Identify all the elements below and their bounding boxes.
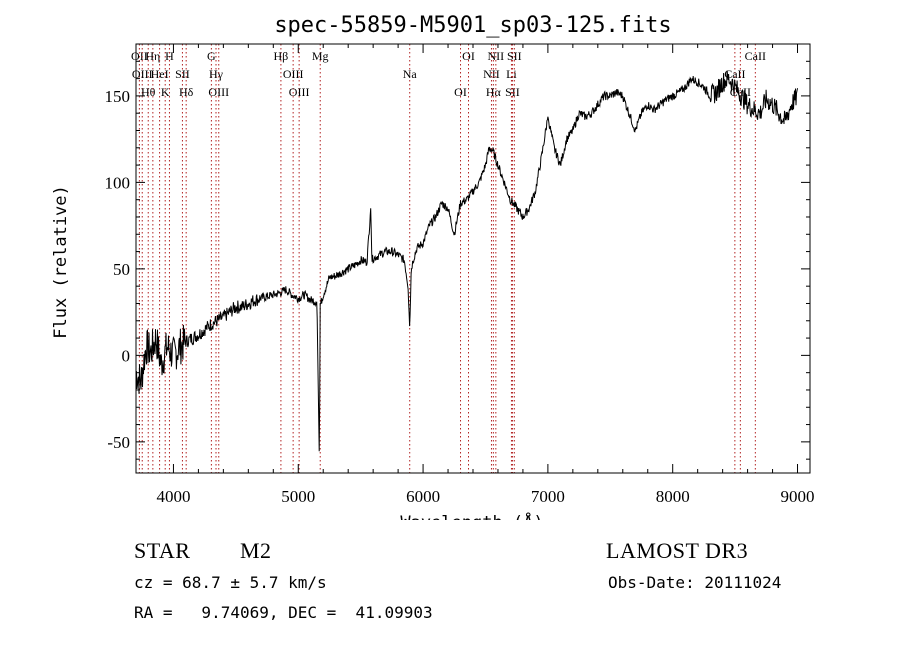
line-marker-label: NII [488, 49, 505, 63]
line-marker-label: CaII [745, 49, 766, 63]
line-marker-label: OII [131, 49, 148, 63]
line-marker-label: HeI [151, 67, 169, 81]
coordinates: RA = 9.74069, DEC = 41.09903 [134, 603, 433, 622]
line-marker-label: Hδ [179, 85, 194, 99]
x-axis-label: Wavelength (Å) [400, 511, 543, 520]
x-tick-label: 8000 [656, 487, 690, 506]
line-marker-label: Mg [312, 49, 329, 63]
line-marker-label: OI [454, 85, 467, 99]
spectrum-line [135, 70, 798, 452]
y-tick-label: -50 [107, 433, 130, 452]
line-marker-label: OIII [208, 85, 229, 99]
line-marker-label: G [207, 49, 216, 63]
line-marker-label: Na [403, 67, 418, 81]
line-marker-label: H [165, 49, 174, 63]
axis-ticks: 4000 5000 6000 7000 8000 9000 -50 0 50 100 150 [105, 44, 815, 506]
plot-frame [135, 43, 811, 474]
chart-title: spec-55859-M5901_sp03-125.fits [274, 13, 671, 38]
spectrum-chart: spec-55859-M5901_sp03-125.fits OII OIII Hθ… [51, 13, 815, 520]
line-marker-label: Li [506, 67, 517, 81]
line-marker-label: SII [507, 49, 522, 63]
line-marker-label: OI [462, 49, 475, 63]
object-class: STAR [134, 538, 191, 563]
line-marker-label: NII [483, 67, 500, 81]
line-marker-label: Hβ [274, 49, 289, 63]
y-tick-label: 0 [122, 346, 131, 365]
line-marker-label: Hα [486, 85, 502, 99]
line-markers: OIIOIIIHθHηHeIKHSIIHδGHγOIIIHβOIIIOIIIMg… [131, 44, 766, 473]
line-marker-label: Hθ [141, 85, 156, 99]
redshift-text: cz = 68.7 ± 5.7 km/s [134, 573, 327, 592]
line-marker-label: SII [175, 67, 190, 81]
x-tick-label: 4000 [156, 487, 190, 506]
survey-name: LAMOST DR3 [606, 538, 749, 563]
line-marker-label: OIII [132, 67, 153, 81]
y-tick-label: 50 [113, 260, 130, 279]
object-subclass: M2 [240, 538, 272, 563]
x-tick-label: 5000 [281, 487, 315, 506]
obs-date: Obs-Date: 20111024 [608, 573, 782, 592]
y-tick-label: 150 [105, 87, 131, 106]
x-tick-label: 9000 [781, 487, 815, 506]
x-tick-label: 6000 [406, 487, 440, 506]
line-marker-label: K [161, 85, 170, 99]
spectrum-series [135, 70, 798, 452]
line-marker-label: Hη [145, 49, 160, 63]
line-marker-label: OIII [289, 85, 310, 99]
line-marker-label: OIII [283, 67, 304, 81]
y-axis-label: Flux (relative) [51, 185, 71, 339]
x-tick-label: 7000 [531, 487, 565, 506]
y-tick-label: 100 [105, 173, 131, 192]
line-marker-label: SII [505, 85, 520, 99]
line-marker-label: Hγ [209, 67, 224, 81]
